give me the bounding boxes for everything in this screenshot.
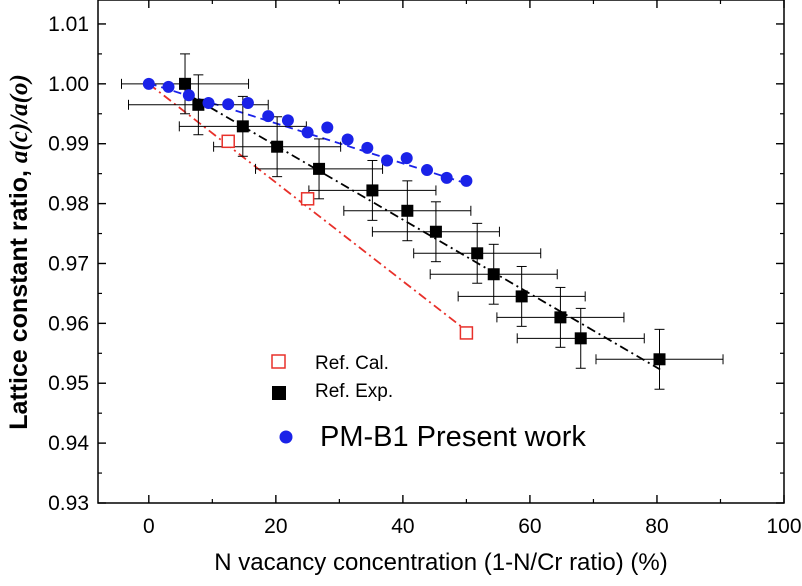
point-ref-cal <box>459 326 474 340</box>
x-tick-label: 20 <box>264 515 287 538</box>
legend-label-pm-b1: PM-B1 Present work <box>320 421 586 453</box>
point-pm-b1 <box>262 110 275 123</box>
point-ref-exp <box>313 162 326 175</box>
point-pm-b1 <box>460 174 473 187</box>
legend-label-ref-exp: Ref. Exp. <box>315 381 393 402</box>
legend-marker-ref-cal <box>271 354 286 369</box>
point-pm-b1 <box>381 154 394 167</box>
point-ref-exp <box>236 120 249 133</box>
x-tick-label: 0 <box>143 515 155 538</box>
y-axis-title-main: Lattice constant ratio, <box>5 163 33 430</box>
y-tick-label: 1.01 <box>48 13 89 36</box>
point-ref-exp <box>515 290 528 303</box>
y-tick-label: 0.93 <box>48 492 89 515</box>
point-ref-cal <box>221 134 235 149</box>
point-pm-b1 <box>142 77 155 90</box>
point-ref-exp <box>574 332 587 345</box>
point-pm-b1 <box>440 171 453 184</box>
point-ref-cal <box>300 192 315 206</box>
point-ref-exp <box>366 184 379 197</box>
point-pm-b1 <box>400 152 413 165</box>
point-pm-b1 <box>341 133 354 146</box>
y-axis-title: Lattice constant ratio, a(c)/a(o) <box>5 74 33 430</box>
x-tick-label: 100 <box>766 515 801 538</box>
axes-group: 0 20 40 60 80 100 0.93 0.94 0.95 0.96 0.97 0.98 0.99… <box>48 0 802 538</box>
point-ref-exp <box>554 311 567 324</box>
point-pm-b1 <box>182 89 195 102</box>
point-ref-exp <box>471 247 484 260</box>
point-ref-exp <box>192 98 205 111</box>
point-pm-b1 <box>301 126 314 139</box>
data-points-group <box>142 77 666 366</box>
y-tick-label: 0.94 <box>48 432 89 455</box>
y-tick-label: 0.99 <box>48 133 89 156</box>
point-ref-exp <box>429 225 442 238</box>
point-ref-exp <box>653 353 666 366</box>
point-pm-b1 <box>321 121 334 134</box>
point-ref-exp <box>179 77 192 90</box>
legend-label-ref-cal: Ref. Cal. <box>315 353 389 374</box>
y-tick-label: 0.98 <box>48 193 89 216</box>
legend: Ref. Cal. Ref. Exp. PM-B1 Present work <box>271 353 586 453</box>
y-axis-title-math: a(c)/a(o) <box>6 74 33 163</box>
point-pm-b1 <box>281 114 294 127</box>
x-tick-label: 80 <box>645 515 668 538</box>
legend-marker-ref-exp <box>272 386 286 400</box>
legend-marker-pm-b1 <box>279 430 293 444</box>
y-tick-label: 0.96 <box>48 312 89 335</box>
fit-line-series-1 <box>192 96 661 371</box>
point-pm-b1 <box>162 80 175 93</box>
point-pm-b1 <box>421 164 434 177</box>
point-pm-b1 <box>222 98 235 111</box>
point-pm-b1 <box>361 141 374 154</box>
x-tick-label: 40 <box>391 515 414 538</box>
x-tick-label: 60 <box>518 515 541 538</box>
point-ref-exp <box>401 204 414 217</box>
plot-frame <box>97 0 785 504</box>
point-ref-exp <box>271 140 284 153</box>
y-tick-label: 0.95 <box>48 372 89 395</box>
point-ref-exp <box>487 268 500 281</box>
fit-line-series-0 <box>148 83 467 332</box>
x-axis-title: N vacancy concentration (1-N/Cr ratio) (… <box>214 549 667 576</box>
y-tick-label: 1.00 <box>48 73 89 96</box>
point-pm-b1 <box>202 96 215 109</box>
y-tick-label: 0.97 <box>48 252 89 275</box>
point-pm-b1 <box>241 96 254 109</box>
